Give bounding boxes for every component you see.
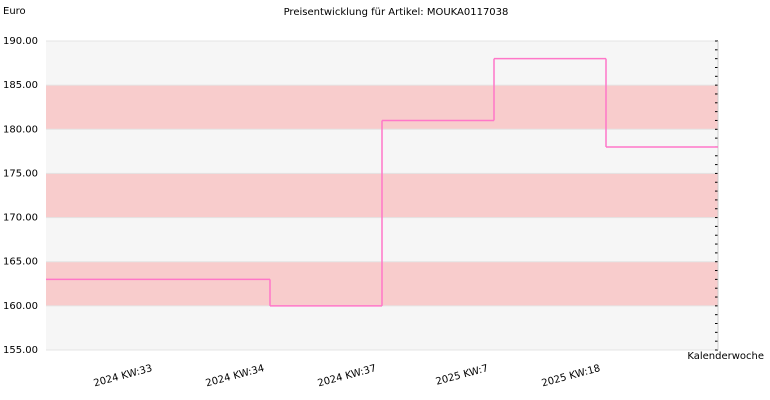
x-tick-label: 2024 KW:37: [317, 363, 378, 389]
y-axis-label: Euro: [3, 6, 26, 17]
x-tick-label: 2024 KW:33: [93, 363, 154, 389]
y-tick-label: 185.00: [3, 80, 38, 91]
x-axis-label: Kalenderwoche: [687, 351, 764, 362]
y-tick-label: 190.00: [3, 36, 38, 47]
x-tick-label: 2025 KW:18: [541, 363, 602, 389]
chart-title: Preisentwicklung für Artikel: MOUKA01170…: [284, 7, 509, 18]
x-tick-label: 2024 KW:34: [205, 363, 266, 389]
x-tick-label: 2025 KW:7: [435, 363, 490, 388]
y-tick-label: 175.00: [3, 168, 38, 179]
y-tick-label: 170.00: [3, 213, 38, 224]
y-tick-label: 165.00: [3, 257, 38, 268]
y-tick-label: 160.00: [3, 301, 38, 312]
y-tick-label: 155.00: [3, 345, 38, 356]
y-tick-label: 180.00: [3, 124, 38, 135]
